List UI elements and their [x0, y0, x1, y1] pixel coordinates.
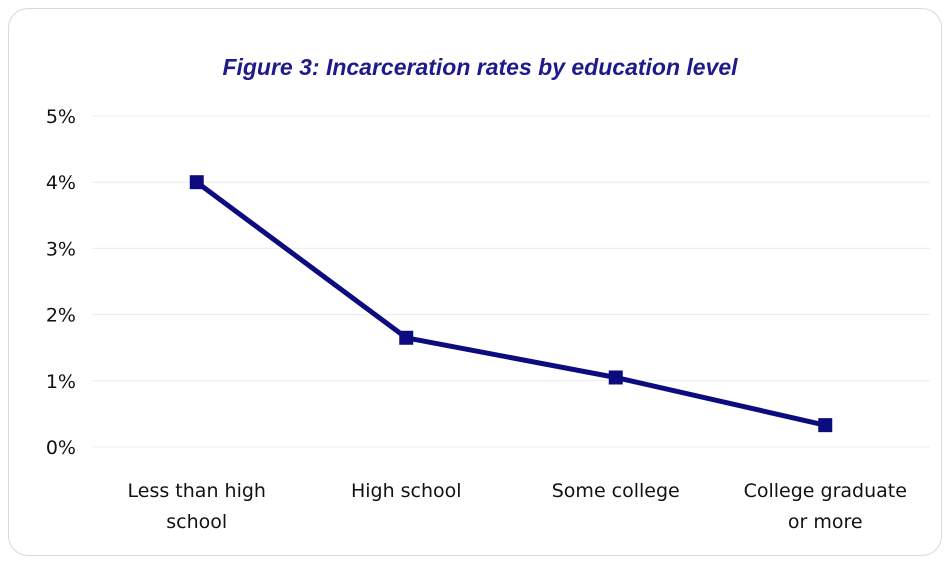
y-tick-label: 0%	[46, 437, 76, 459]
y-axis-ticks: 0% 1% 2% 3% 4% 5%	[46, 106, 76, 459]
y-tick-label: 2%	[46, 305, 76, 327]
data-point-marker	[399, 330, 414, 345]
y-tick-label: 1%	[46, 371, 76, 393]
x-tick-label: College graduate or more	[744, 480, 907, 533]
series-group	[189, 175, 833, 433]
x-tick-label: Less than high school	[128, 480, 266, 533]
chart-title: Figure 3: Incarceration rates by educati…	[222, 54, 738, 80]
data-point-marker	[608, 370, 623, 385]
data-point-marker	[818, 418, 833, 433]
chart-frame	[8, 8, 942, 556]
data-point-marker	[189, 175, 204, 190]
series-line	[195, 180, 826, 428]
x-tick-label: Some college	[552, 480, 680, 502]
gridlines	[92, 115, 930, 448]
x-tick-label: High school	[351, 480, 462, 502]
x-axis-ticks: Less than high school High school Some coll…	[128, 480, 907, 533]
y-tick-label: 3%	[46, 238, 76, 260]
y-tick-label: 4%	[46, 172, 76, 194]
y-tick-label: 5%	[46, 106, 76, 128]
